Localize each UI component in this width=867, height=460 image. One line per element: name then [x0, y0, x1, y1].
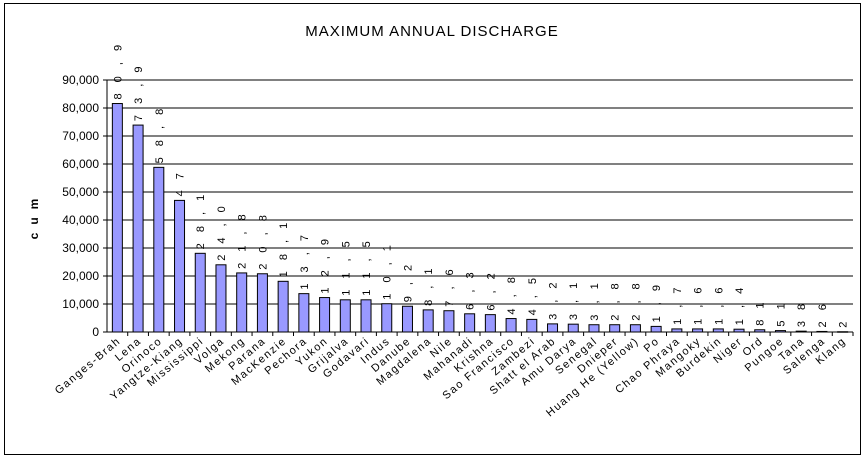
data-label: 4 , 8 [506, 273, 518, 314]
bar [174, 199, 186, 333]
data-label: 3 8 [796, 300, 808, 327]
bar [381, 303, 393, 333]
data-label: 9 , 2 [402, 261, 414, 302]
bar [194, 252, 206, 333]
data-label: 1 , 6 [713, 284, 725, 325]
data-label: 8 0 , 9 [112, 41, 124, 100]
bar [339, 299, 351, 333]
bar [256, 273, 268, 333]
bar [609, 324, 621, 333]
bar [319, 297, 331, 333]
bar [215, 264, 227, 333]
data-label: 5 1 [775, 299, 787, 326]
y-tick-label: 20,000 [62, 269, 99, 283]
chart-frame [4, 3, 861, 455]
bar [547, 323, 559, 333]
bar [484, 314, 496, 333]
x-tick-label: Ganges-Brah [53, 335, 123, 397]
data-label: 2 6 [817, 300, 829, 327]
data-label: 1 , 9 [651, 281, 663, 322]
y-tick-label: 80,000 [62, 101, 99, 115]
bar [526, 318, 538, 333]
data-label: 6 , 3 [465, 268, 477, 309]
y-tick-label: 10,000 [62, 297, 99, 311]
y-tick-label: 40,000 [62, 213, 99, 227]
data-label: 8 , 1 [423, 264, 435, 305]
y-axis-label: cum [27, 191, 41, 240]
data-label: 7 3 , 9 [133, 63, 145, 122]
data-label: 1 8 , 1 [278, 219, 290, 278]
bar [588, 324, 600, 333]
data-label: 3 , 2 [548, 278, 560, 319]
gridlines [107, 79, 853, 305]
bar [567, 323, 579, 333]
data-label: 2 4 , 0 [216, 202, 228, 261]
data-label: 3 , 1 [568, 279, 580, 320]
data-label: 1 2 , 9 [320, 235, 332, 294]
x-axis-ticks: Ganges-BrahLenaOrinocoYangtze-KiangMissi… [53, 332, 854, 419]
data-label: 1 , 4 [734, 284, 746, 325]
data-label: 1 3 , 7 [299, 231, 311, 290]
data-label: 1 0 , 1 [382, 241, 394, 300]
data-label: 6 , 2 [485, 269, 497, 310]
bar [277, 280, 289, 333]
data-label: 4 7 [175, 169, 187, 196]
y-tick-label: 60,000 [62, 157, 99, 171]
bar [505, 318, 517, 333]
bar [650, 325, 662, 333]
data-label: 3 , 1 [589, 279, 601, 320]
data-label: 1 1 , 5 [361, 237, 373, 296]
bar [422, 309, 434, 333]
data-label: 2 , 8 [610, 279, 622, 320]
data-label: 2 0 , 8 [257, 211, 269, 270]
bar-series [111, 103, 849, 333]
bar [629, 324, 641, 333]
data-label: 1 , 7 [672, 284, 684, 325]
bar [360, 299, 372, 333]
y-tick-label: 50,000 [62, 185, 99, 199]
y-tick-label: 30,000 [62, 241, 99, 255]
y-tick-label: 0 [92, 325, 99, 339]
data-label: 1 , 6 [693, 284, 705, 325]
bar [132, 124, 144, 333]
bar [236, 272, 248, 333]
bar [464, 313, 476, 333]
chart-title: MAXIMUM ANNUAL DISCHARGE [305, 23, 558, 40]
data-label: 2 8 , 1 [195, 191, 207, 250]
bar [111, 103, 123, 333]
data-label: 7 , 6 [444, 265, 456, 306]
y-axis-ticks: 0 10,000 20,000 30,000 40,000 50,000 60,000 70,… [62, 73, 107, 339]
data-label: 4 , 5 [527, 274, 539, 315]
axes [106, 80, 853, 333]
y-tick-label: 70,000 [62, 129, 99, 143]
bar [153, 166, 165, 333]
data-label: 8 1 [755, 298, 767, 325]
y-tick-label: 90,000 [62, 73, 99, 87]
data-label: 1 1 , 5 [340, 237, 352, 296]
data-labels: 8 0 , 9 7 3 , 9 5 8 , 8 4 7 2 8 , 1 2 4 , 0 2 … [112, 41, 849, 328]
bar [298, 293, 310, 333]
data-label: 2 [838, 318, 850, 328]
data-label: 2 1 , 8 [237, 210, 249, 269]
data-label: 5 8 , 8 [154, 105, 166, 164]
bar [401, 305, 413, 333]
bar [443, 310, 455, 333]
data-label: 2 , 8 [630, 279, 642, 320]
